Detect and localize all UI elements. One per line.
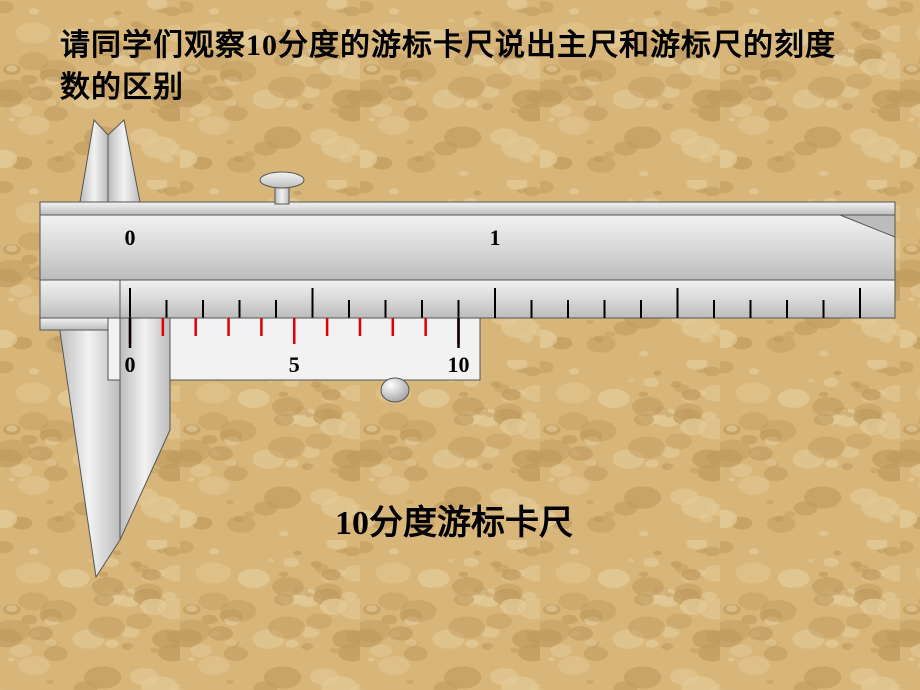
diagram-title: 10分度游标卡尺 bbox=[335, 495, 573, 544]
svg-text:0: 0 bbox=[125, 352, 136, 377]
svg-text:1: 1 bbox=[490, 225, 501, 250]
svg-text:0: 0 bbox=[125, 225, 136, 250]
svg-text:5: 5 bbox=[289, 352, 300, 377]
instruction-text: 请同学们观察10分度的游标卡尺说出主尺和游标尺的刻度数的区别 bbox=[60, 25, 860, 109]
svg-text:10: 10 bbox=[448, 352, 470, 377]
